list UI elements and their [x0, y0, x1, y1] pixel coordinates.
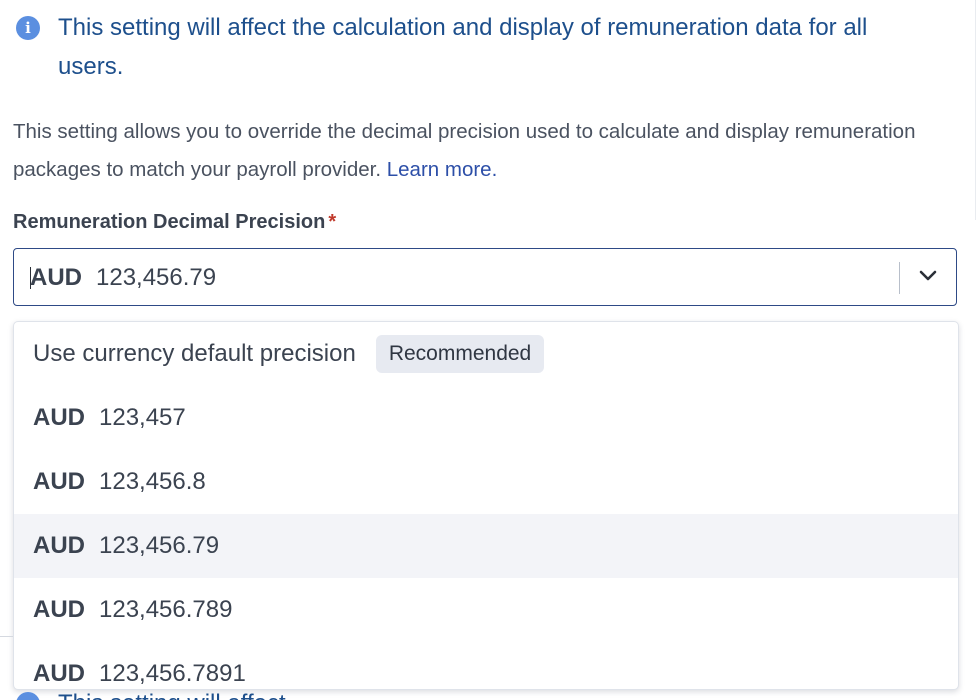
option-currency-code: AUD [33, 596, 85, 623]
select-amount: 123,456.79 [96, 264, 217, 291]
option-precision-3[interactable]: AUD 123,456.789 [14, 578, 958, 642]
option-amount: 123,456.8 [99, 468, 206, 495]
info-icon: i [16, 16, 40, 40]
info-icon [16, 692, 40, 700]
learn-more-link[interactable]: Learn more. [386, 158, 498, 181]
option-amount: 123,457 [99, 404, 186, 431]
option-amount: 123,456.789 [99, 596, 233, 623]
option-amount: 123,456.79 [99, 532, 220, 559]
option-precision-0[interactable]: AUD 123,457 [14, 386, 958, 450]
option-precision-1[interactable]: AUD 123,456.8 [14, 450, 958, 514]
option-currency-code: AUD [33, 660, 85, 687]
option-currency-code: AUD [33, 404, 85, 431]
info-banner: i This setting will affect the calculati… [16, 8, 936, 86]
bottom-banner-text: This setting will affect [58, 690, 286, 700]
option-precision-4[interactable]: AUD 123,456.7891 [14, 642, 958, 689]
info-banner-text: This setting will affect the calculation… [58, 14, 868, 80]
text-cursor [30, 267, 31, 289]
recommended-badge: Recommended [375, 335, 545, 373]
select-divider [899, 262, 900, 294]
option-amount: 123,456.7891 [99, 660, 246, 687]
setting-description-text: This setting allows you to override the … [13, 120, 916, 181]
section-divider [0, 636, 13, 637]
option-precision-2[interactable]: AUD 123,456.79 [14, 514, 958, 578]
option-currency-code: AUD [33, 468, 85, 495]
setting-description: This setting allows you to override the … [13, 113, 963, 189]
option-currency-default[interactable]: Use currency default precision Recommend… [14, 322, 958, 386]
option-default-label: Use currency default precision [33, 340, 356, 367]
select-current-value: AUD 123,456.79 [30, 249, 216, 307]
precision-dropdown-menu: Use currency default precision Recommend… [13, 321, 959, 690]
field-label-text: Remuneration Decimal Precision [13, 211, 326, 233]
field-label: Remuneration Decimal Precision * [13, 211, 336, 234]
chevron-down-icon[interactable] [918, 269, 938, 283]
required-indicator: * [328, 211, 337, 233]
select-currency-code: AUD [30, 264, 82, 291]
option-currency-code: AUD [33, 532, 85, 559]
precision-select[interactable]: AUD 123,456.79 [13, 248, 957, 306]
